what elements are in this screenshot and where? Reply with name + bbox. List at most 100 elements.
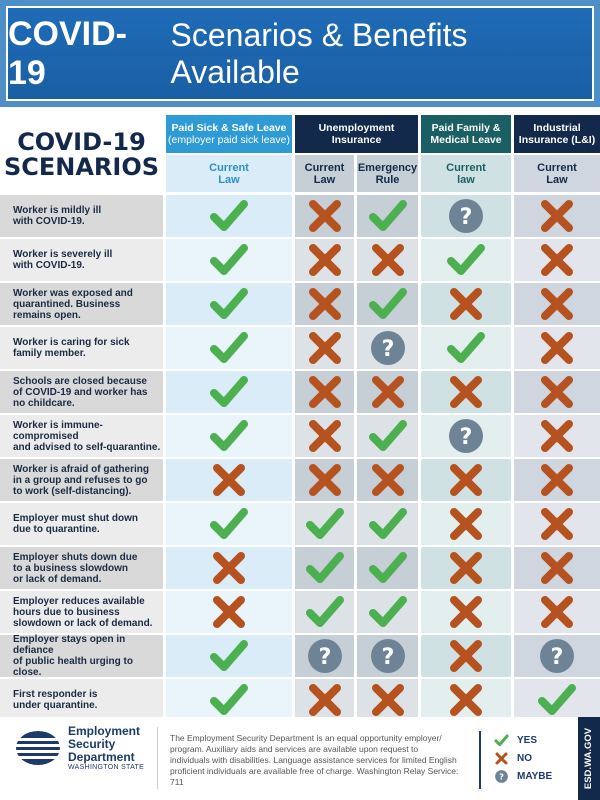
scenario-label-line: First responder is — [13, 689, 98, 700]
scenario-label: Employer reduces available hours due to b… — [0, 591, 163, 633]
cell-unemp-current — [295, 635, 354, 677]
website-tab[interactable]: ESD.WA.GOV — [578, 717, 600, 800]
scenario-label: Employer shuts down due to a business slo… — [0, 547, 163, 589]
scenario-label-line: due to quarantine. — [13, 524, 100, 535]
cell-paid-sick — [166, 591, 292, 633]
check-icon — [209, 680, 249, 720]
check-icon — [209, 328, 249, 368]
check-icon — [209, 196, 249, 236]
scenario-label: Worker is caring for sick family member. — [0, 327, 163, 369]
cell-unemp-current — [295, 503, 354, 545]
col-header-industrial: Industrial Insurance (L&I) — [514, 115, 600, 153]
scenarios-header-line1: COVID-19 — [17, 127, 146, 156]
x-icon — [537, 548, 577, 588]
cell-industrial — [514, 503, 600, 545]
legend: YES NO MAYBE — [494, 731, 574, 785]
x-icon — [537, 372, 577, 412]
cell-paid-family — [421, 635, 511, 677]
scenario-label-line: to a business slowdown — [13, 562, 129, 574]
sub-paid-sick-current: Current Law — [166, 155, 292, 192]
sub-paid-sick-line1: Current — [209, 161, 249, 174]
cell-paid-family — [421, 591, 511, 633]
cell-paid-family — [421, 283, 511, 325]
check-icon — [446, 328, 486, 368]
scenario-label-line: of public health urging to close. — [13, 656, 133, 678]
cell-paid-sick — [166, 635, 292, 677]
cell-paid-family — [421, 547, 511, 589]
x-icon — [305, 328, 345, 368]
x-icon — [446, 592, 486, 632]
x-icon — [537, 196, 577, 236]
check-icon — [446, 240, 486, 280]
cell-unemp-current — [295, 371, 354, 413]
x-icon — [305, 240, 345, 280]
benefits-table: COVID-19 SCENARIOS Paid Sick & Safe Leav… — [0, 107, 600, 721]
x-icon — [446, 372, 486, 412]
cell-unemp-current — [295, 679, 354, 721]
cell-industrial — [514, 547, 600, 589]
scenario-label-line: under quarantine. — [13, 700, 98, 711]
cell-paid-family — [421, 327, 511, 369]
check-icon — [305, 504, 345, 544]
x-icon — [446, 504, 486, 544]
question-icon — [368, 636, 408, 676]
cell-paid-family — [421, 195, 511, 237]
footer-divider — [157, 727, 158, 789]
col-paid-sick-title: Paid Sick & Safe Leave — [171, 122, 287, 134]
cell-paid-sick — [166, 679, 292, 721]
x-icon — [305, 460, 345, 500]
question-icon — [368, 328, 408, 368]
cell-industrial — [514, 195, 600, 237]
scenario-label: First responder is under quarantine. — [0, 679, 163, 721]
x-icon — [209, 460, 249, 500]
cell-industrial — [514, 591, 600, 633]
cell-industrial — [514, 327, 600, 369]
scenario-label-line: Worker is caring for sick — [13, 337, 130, 348]
sub-paid-family-current: Current law — [421, 155, 511, 192]
cell-unemp-current — [295, 239, 354, 281]
col-paid-family-title2: Medical Leave — [430, 134, 502, 146]
scenario-label-line: Worker was exposed and — [13, 287, 133, 299]
cell-industrial — [514, 415, 600, 457]
scenario-label-line: quarantined. Business — [13, 298, 121, 310]
col-header-paid-sick: Paid Sick & Safe Leave (employer paid si… — [166, 115, 292, 153]
cell-unemp-emergency — [357, 679, 418, 721]
cell-paid-sick — [166, 547, 292, 589]
cell-unemp-current — [295, 547, 354, 589]
x-icon — [209, 548, 249, 588]
cell-paid-sick — [166, 283, 292, 325]
x-icon — [446, 680, 486, 720]
sub-unemp-emergency-line1: Emergency — [357, 161, 418, 174]
scenario-label-line: Worker is severely ill — [13, 249, 113, 260]
cell-industrial — [514, 635, 600, 677]
footer: Employment Security Department WASHINGTO… — [0, 717, 600, 800]
logo-line3: Department — [68, 750, 135, 764]
cell-unemp-emergency — [357, 371, 418, 413]
legend-divider — [479, 731, 481, 789]
scenario-label-line: Worker is immune-compromised — [13, 419, 103, 442]
scenario-label-line: or lack of demand. — [13, 573, 102, 585]
scenario-label-line: Worker is mildly ill — [13, 205, 102, 216]
cell-unemp-current — [295, 327, 354, 369]
scenario-label-line: Employer shuts down due — [13, 551, 138, 563]
scenario-label-line: Employer reduces available — [13, 595, 145, 607]
x-icon — [537, 416, 577, 456]
cell-unemp-emergency — [357, 283, 418, 325]
check-icon — [209, 284, 249, 324]
cell-unemp-emergency — [357, 327, 418, 369]
cell-industrial — [514, 283, 600, 325]
scenario-label: Worker is mildly ill with COVID-19. — [0, 195, 163, 237]
legend-no-label: NO — [517, 752, 532, 764]
x-icon — [446, 284, 486, 324]
question-icon — [305, 636, 345, 676]
cell-unemp-emergency — [357, 415, 418, 457]
x-icon — [537, 504, 577, 544]
cell-industrial — [514, 239, 600, 281]
sub-unemp-current-line2: Law — [313, 173, 336, 186]
cell-paid-sick — [166, 239, 292, 281]
cell-paid-family — [421, 503, 511, 545]
check-icon — [209, 636, 249, 676]
scenario-label-line: in a group and refuses to go — [13, 474, 148, 486]
check-icon — [537, 680, 577, 720]
legend-maybe: MAYBE — [494, 767, 574, 785]
